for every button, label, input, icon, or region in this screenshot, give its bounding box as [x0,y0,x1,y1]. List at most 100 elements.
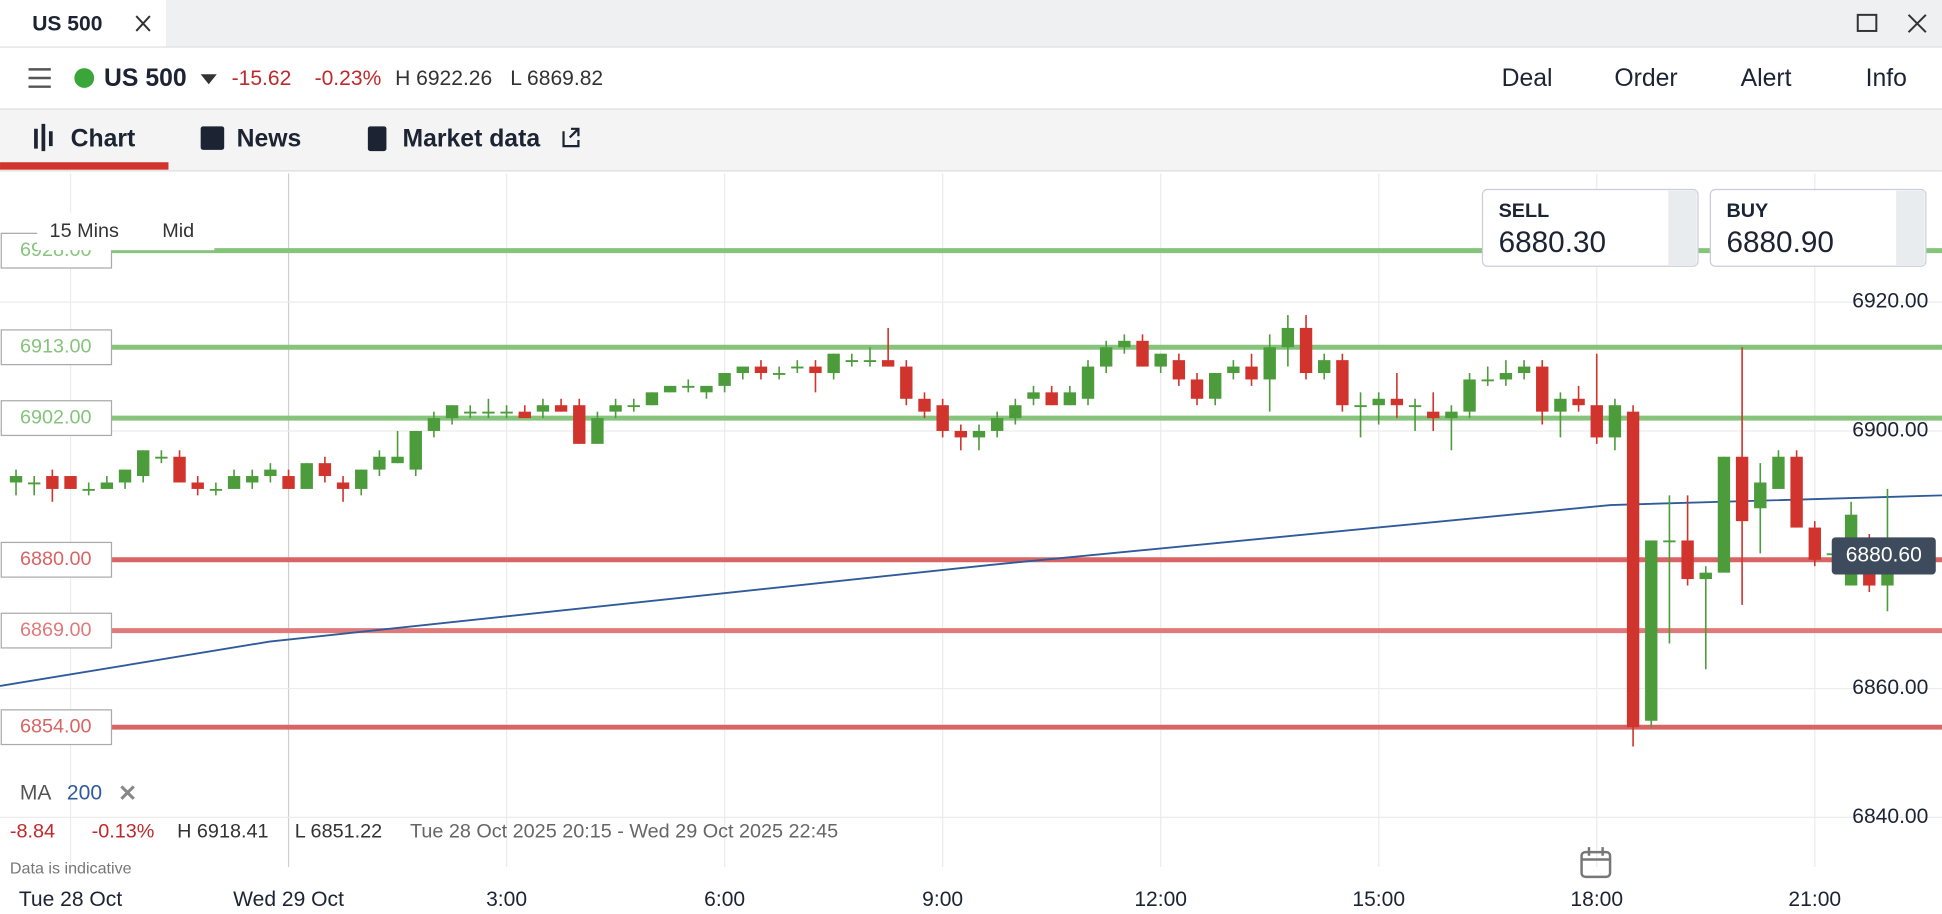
y-tick-label: 6840.00 [1852,805,1928,828]
overlay: 15 Mins Mid SELL 6880.30 BUY 6880.90 MA … [10,188,1927,879]
stat-range: Tue 28 Oct 2025 20:15 - Wed 29 Oct 2025 … [410,820,838,842]
window-tab[interactable] [0,0,166,48]
x-tick-label: Tue 28 Oct [19,888,122,911]
x-tick-label: Wed 29 Oct [233,888,344,911]
candle-body [1190,379,1204,399]
candle-body [682,385,695,388]
candle-body [1681,540,1694,580]
action[interactable]: Info [1866,65,1907,92]
candle-body [282,476,295,489]
title-bar [0,0,1942,48]
candle-body [900,366,913,399]
tab[interactable]: News [237,125,302,152]
level-label: 6880.00 [20,548,92,570]
candle-body [936,405,949,431]
price-type[interactable]: Mid [162,220,194,242]
candle-body [1281,327,1295,348]
buy-side [1896,190,1925,266]
level-label: 6869.00 [20,619,92,641]
level-label: 6913.00 [20,335,92,357]
tab[interactable]: Chart [71,125,136,152]
candle-body [1099,347,1113,367]
level-label-box [0,329,113,366]
action[interactable]: Deal [1502,65,1553,92]
candle-body [1572,398,1585,406]
candle-body [318,463,332,477]
candle-body [1354,405,1367,408]
action[interactable]: Order [1614,65,1677,92]
x-tick-label: 9:00 [922,888,963,911]
candle-body [827,353,840,374]
candle-body [1154,353,1167,367]
menu[interactable] [28,68,51,88]
candle-body [972,430,986,438]
candle-body [173,456,186,483]
candle-body [1027,392,1040,399]
candle-body [1263,347,1276,380]
level-label-box [0,400,113,437]
candle-body [1517,366,1531,374]
candle-body [1717,456,1731,573]
candle-body [100,482,114,489]
action[interactable]: Alert [1741,65,1792,92]
candle-body [990,418,1004,431]
candle-body [1045,392,1058,406]
candle-body [391,456,404,464]
change-pct: -0.23% [315,67,382,90]
candle-body [1372,398,1385,406]
y-tick-label: 6900.00 [1852,419,1928,442]
buy-button[interactable] [1709,188,1927,267]
candle-body [1699,572,1712,580]
indicator-name: MA [20,781,52,804]
candle-body [409,430,422,470]
instrument-name[interactable]: US 500 [104,65,187,92]
candle-body [1499,373,1513,380]
candle-body [663,385,677,393]
interval[interactable]: 15 Mins [50,220,119,242]
candle-body [573,405,586,444]
remove-indicator[interactable] [120,785,135,800]
candle-body [1445,411,1458,419]
candle-body [791,366,804,369]
status-dot [74,68,95,88]
candle-body [9,476,23,483]
candle-body [355,469,368,489]
candle-body [82,488,95,491]
close-window[interactable] [1907,14,1927,33]
dropdown[interactable] [200,74,217,85]
candle-body [1481,379,1494,382]
window-tab-title: US 500 [32,12,102,35]
indicator-period: 200 [67,781,102,804]
candle-body [1790,456,1803,528]
candle-body [645,392,659,406]
candle-body [246,476,259,483]
candle-body [1245,366,1258,380]
maximize[interactable] [1856,13,1878,32]
candle-body [754,366,768,374]
calendar-icon-detail [1581,847,1611,861]
candle-body [1172,360,1186,380]
candle-body [227,476,241,489]
candle-body [427,418,441,431]
buy-price: 6880.90 [1726,226,1833,259]
candle-body [482,411,495,414]
candle-body [1427,411,1440,419]
candle-body [1318,360,1331,374]
calendar-icon[interactable] [1580,850,1612,879]
candle-body [736,366,749,374]
candle-body [1390,398,1404,406]
candle-body [881,360,895,367]
candle-body [536,405,550,412]
candle-body [1063,392,1077,406]
candle-body [1626,411,1640,728]
candle-body [1463,379,1476,412]
tab[interactable]: Market data [403,125,541,152]
close-tab[interactable] [135,15,151,32]
candle-body [772,373,786,375]
sell-button[interactable] [1481,188,1699,267]
candle-body [373,456,386,470]
candle-body [591,418,604,444]
candle-body [863,360,877,362]
candle-body [1554,398,1567,412]
